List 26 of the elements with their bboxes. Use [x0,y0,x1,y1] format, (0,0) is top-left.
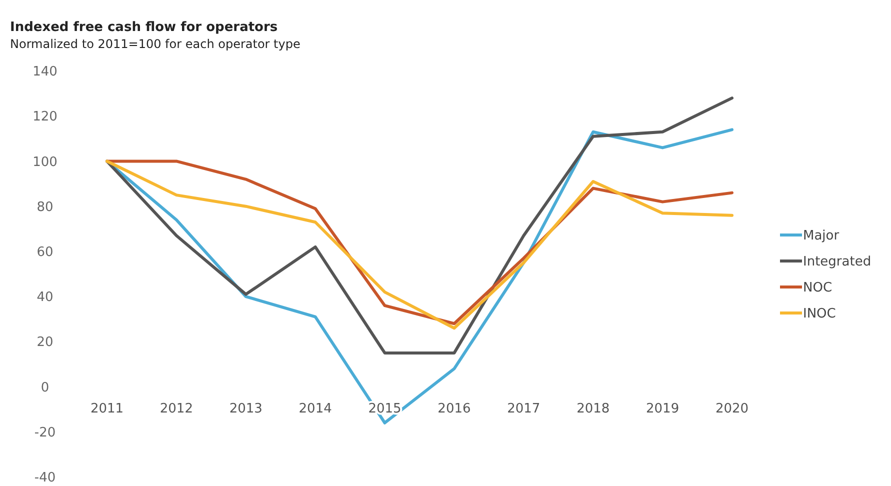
x-tick-label: 2011 [90,401,124,416]
legend-label: Integrated [803,254,872,270]
y-tick-label: 80 [36,200,54,215]
y-tick-label: 0 [40,380,50,396]
line-series [106,96,734,354]
x-tick-label: 2016 [438,401,471,416]
y-tick-label: 60 [36,244,54,260]
x-tick-label: 2020 [715,401,749,416]
legend-label: INOC [803,306,836,322]
y-tick-label: 40 [36,290,54,306]
y-tick-label: -20 [34,425,56,440]
x-tick-label: 2019 [646,401,680,416]
y-tick-label: 120 [32,110,58,125]
y-tick-label: 100 [32,154,58,170]
y-tick-label: 140 [32,64,58,80]
y-tick-label: 20 [36,335,54,350]
x-tick-label: 2014 [298,401,332,416]
legend-label: NOC [803,280,832,296]
x-tick-label: 2013 [229,401,262,416]
legend-label: Major [803,228,840,244]
y-tick-label: -40 [34,470,56,486]
x-tick-label: 2012 [160,401,193,416]
x-tick-label: 2018 [576,401,610,416]
chart-subtitle: Normalized to 2011=100 for each operator type [10,37,300,51]
x-tick-label: 2017 [507,401,540,416]
chart-title: Indexed free cash flow for operators [10,20,278,35]
